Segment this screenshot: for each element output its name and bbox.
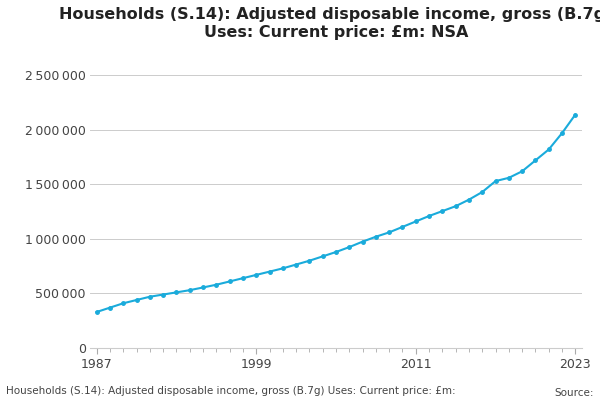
Title: Households (S.14): Adjusted disposable income, gross (B.7g)
Uses: Current price:: Households (S.14): Adjusted disposable i… [59, 8, 600, 40]
Text: Source:: Source: [554, 388, 594, 398]
Text: Households (S.14): Adjusted disposable income, gross (B.7g) Uses: Current price:: Households (S.14): Adjusted disposable i… [6, 386, 455, 396]
